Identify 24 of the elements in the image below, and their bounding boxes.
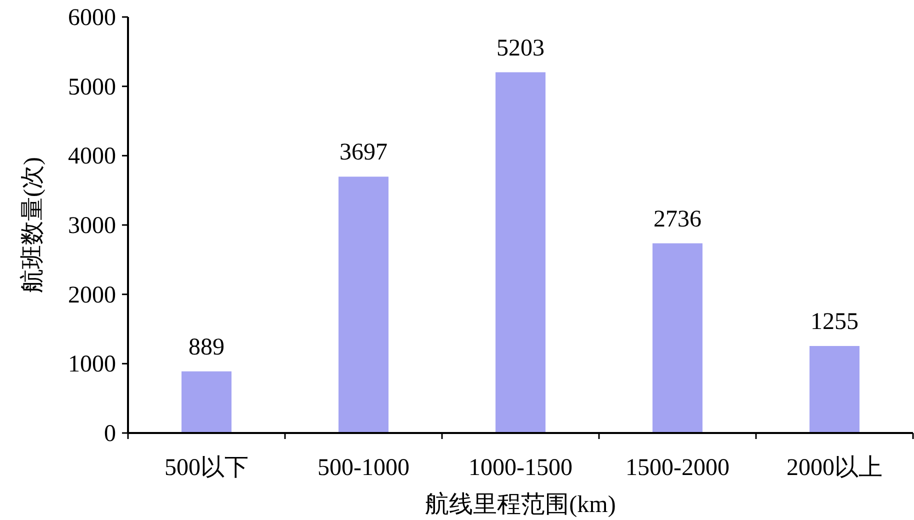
y-tick-label: 6000 (68, 5, 116, 31)
x-tick-label: 500-1000 (318, 455, 410, 481)
bar (182, 371, 232, 433)
data-label: 3697 (340, 140, 388, 166)
bar (652, 243, 702, 433)
y-tick-label: 3000 (68, 213, 116, 239)
data-label: 1255 (810, 308, 858, 335)
y-axis-title: 航班数量(次) (19, 157, 46, 293)
data-label: 5203 (496, 35, 544, 62)
x-tick-label: 500以下 (164, 455, 248, 481)
y-tick-label: 1000 (68, 352, 116, 378)
y-tick-label: 4000 (68, 144, 116, 170)
x-tick-label: 2000以上 (786, 455, 882, 481)
bar (496, 72, 546, 433)
bar (338, 176, 388, 433)
x-tick-label: 1000-1500 (468, 455, 572, 481)
bar (810, 346, 860, 433)
y-tick-label: 2000 (68, 282, 116, 308)
x-axis-title: 航线里程范围(km) (425, 491, 616, 518)
y-tick-label: 5000 (68, 74, 116, 100)
y-tick-label: 0 (104, 421, 116, 447)
data-label: 889 (188, 334, 224, 360)
x-tick-label: 1500-2000 (626, 455, 730, 481)
data-label: 2736 (654, 206, 702, 232)
